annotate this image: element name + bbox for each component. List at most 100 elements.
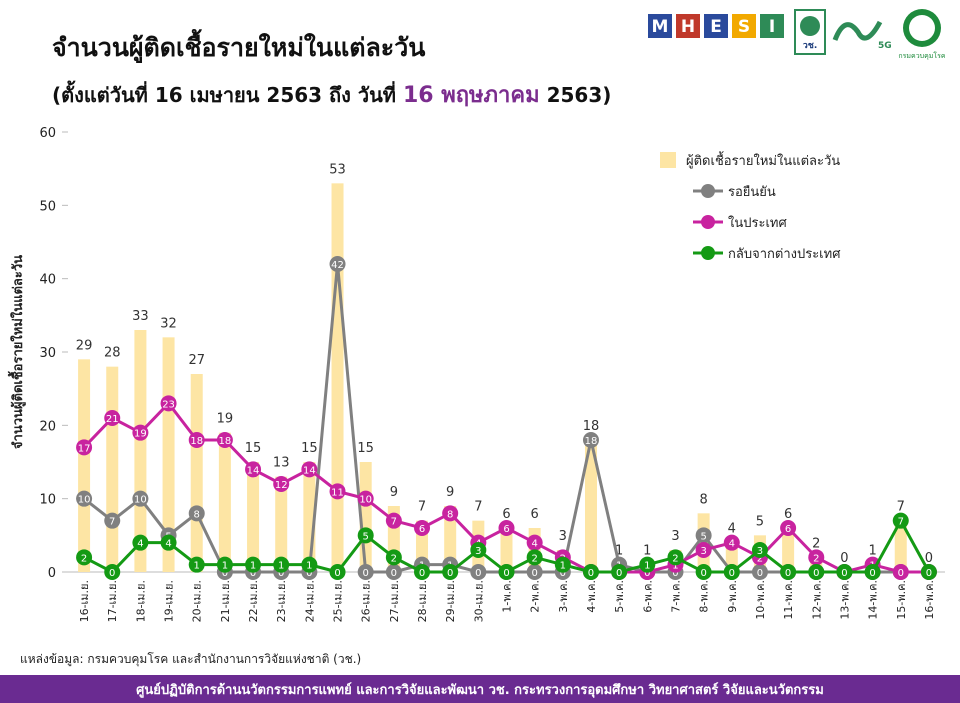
bar-label: 6 <box>784 507 792 522</box>
point <box>526 564 543 580</box>
logo-box <box>732 14 756 38</box>
point <box>132 424 149 441</box>
point <box>160 534 177 551</box>
logo-nrct-text: วช. <box>803 41 818 51</box>
point <box>639 556 656 573</box>
x-tick-label: 16-เม.ย. <box>78 580 91 622</box>
point-label: 12 <box>275 480 288 491</box>
point-label: 1 <box>278 561 284 572</box>
point <box>301 556 318 573</box>
logo-box <box>676 14 700 38</box>
point <box>132 534 149 551</box>
point-label: 8 <box>447 509 453 520</box>
bar-label: 33 <box>132 309 149 324</box>
point-label: 0 <box>334 568 340 579</box>
point-label: 10 <box>359 495 372 506</box>
point <box>442 505 459 522</box>
logo-box <box>648 14 672 38</box>
point <box>470 542 487 558</box>
bar-label: 15 <box>245 441 262 456</box>
point-label: 0 <box>785 568 791 579</box>
point <box>526 534 543 551</box>
logo-box <box>760 14 784 38</box>
point-label: 6 <box>785 524 791 535</box>
chart-subtitle: (ตั้งแต่วันที่ 16 เมษายน 2563 ถึง วันที่… <box>52 80 611 108</box>
point-label: 1 <box>222 561 228 572</box>
bar-label: 28 <box>104 346 121 361</box>
x-tick-label: 18-เม.ย. <box>134 580 147 622</box>
bar <box>275 476 288 572</box>
point <box>498 520 515 536</box>
point <box>273 556 290 573</box>
point-label: 7 <box>898 517 904 528</box>
point <box>216 432 233 448</box>
point-label: 1 <box>194 561 200 572</box>
bar-label: 3 <box>671 529 679 544</box>
point-label: 0 <box>729 568 735 579</box>
legend-swatch <box>701 184 715 198</box>
bar-label: 1 <box>868 544 876 559</box>
logo-ddc-text: กรมควบคุมโรค <box>898 51 945 60</box>
point-label: 2 <box>531 553 537 564</box>
bar-label: 9 <box>446 485 454 500</box>
logo-mark <box>832 20 883 41</box>
legend-label: ผู้ติดเชื้อรายใหม่ในแต่ละวัน <box>686 151 840 169</box>
point-label: 0 <box>672 568 678 579</box>
bar-label: 29 <box>76 338 93 353</box>
point-label: 0 <box>447 568 453 579</box>
legend-swatch <box>660 152 676 168</box>
point <box>442 564 459 580</box>
y-tick-label: 10 <box>39 493 56 508</box>
point-label: 0 <box>391 568 397 579</box>
point <box>104 564 121 580</box>
point-label: 0 <box>700 568 706 579</box>
point-label: 0 <box>306 568 312 579</box>
bar-label: 1 <box>643 544 651 559</box>
point <box>723 564 740 580</box>
point <box>357 527 374 544</box>
subtitle-date: 16 พฤษภาคม <box>403 83 540 108</box>
point-label: 8 <box>194 509 200 520</box>
logo-letter: I <box>769 17 775 37</box>
point <box>470 564 487 580</box>
x-tick-label: 30-เม.ย. <box>472 580 485 622</box>
x-tick-label: 9-พ.ค. <box>726 580 739 613</box>
x-tick-label: 3-พ.ค. <box>557 580 570 613</box>
x-tick-label: 25-เม.ย. <box>332 580 345 622</box>
point-label: 3 <box>475 546 481 557</box>
bar-label: 4 <box>728 522 736 537</box>
point-label: 0 <box>869 568 875 579</box>
point <box>892 512 909 529</box>
bar-label: 18 <box>583 419 600 434</box>
bar-label: 6 <box>502 507 510 522</box>
point <box>385 512 402 529</box>
bar-label: 32 <box>160 316 177 331</box>
point <box>329 564 346 580</box>
x-tick-label: 4-พ.ค. <box>585 580 598 613</box>
bar <box>218 432 231 572</box>
point <box>385 549 402 566</box>
point-label: 1 <box>672 561 678 572</box>
y-tick-label: 30 <box>39 346 56 361</box>
point-label: 11 <box>331 487 344 498</box>
point-label: 2 <box>391 553 397 564</box>
subtitle-part: (ตั้งแต่วันที่ 16 เมษายน 2563 ถึง วันที่ <box>52 80 396 107</box>
bar-label: 3 <box>559 529 567 544</box>
bar <box>247 462 260 572</box>
logo-letter: S <box>738 17 750 37</box>
bar <box>444 506 457 572</box>
logo-nrct-emblem <box>800 16 820 36</box>
bar <box>78 359 91 572</box>
point-label: 19 <box>134 429 147 440</box>
logo-ddc-inner <box>909 15 935 41</box>
bar <box>331 183 344 573</box>
point <box>808 564 825 580</box>
point <box>695 527 712 544</box>
point-label: 0 <box>841 568 847 579</box>
point <box>780 520 797 536</box>
legend-label: กลับจากต่างประเทศ <box>728 247 841 262</box>
point-label: 7 <box>109 517 115 528</box>
bar-label: 0 <box>840 551 848 566</box>
y-tick-label: 20 <box>39 419 56 434</box>
point-label: 6 <box>419 524 425 535</box>
